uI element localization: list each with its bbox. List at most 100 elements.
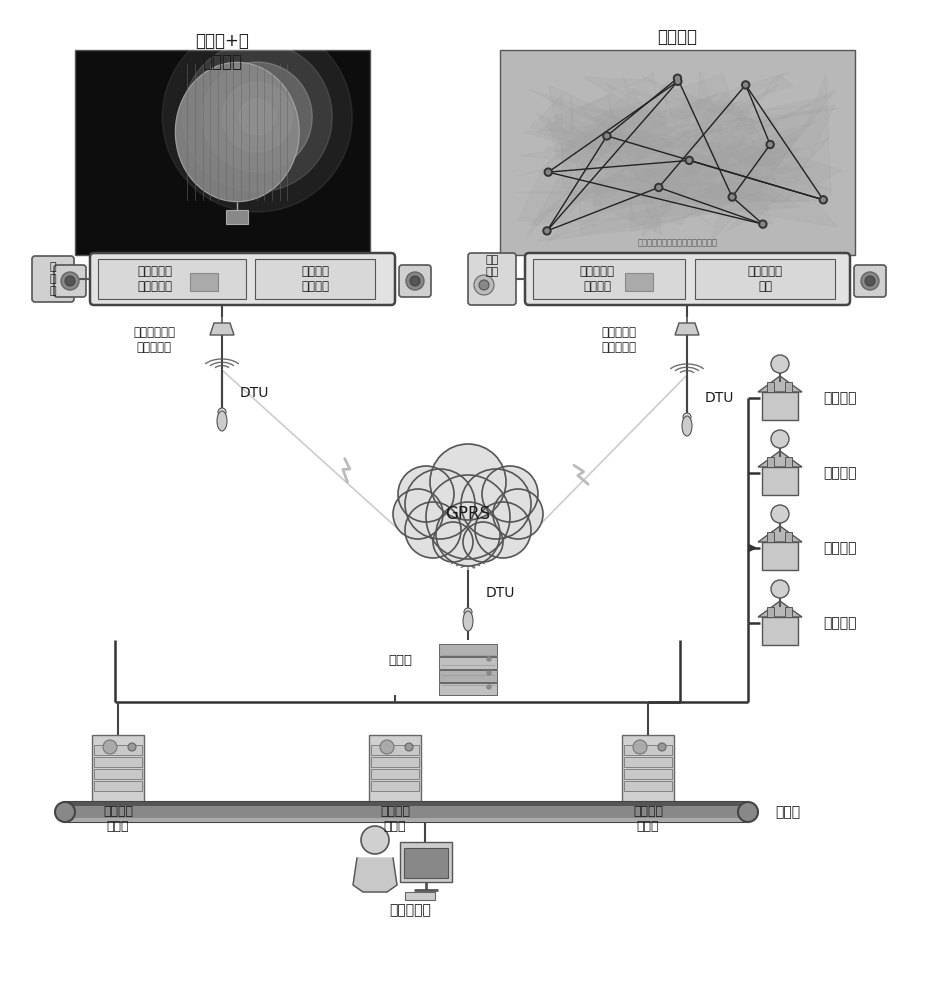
Circle shape xyxy=(730,195,735,199)
Circle shape xyxy=(769,142,772,146)
Text: 机群端导航
定位装置: 机群端导航 定位装置 xyxy=(580,265,615,293)
Text: 滑翔机端接收
机与发射机: 滑翔机端接收 机与发射机 xyxy=(133,326,175,354)
Circle shape xyxy=(544,168,553,176)
Circle shape xyxy=(819,196,827,204)
Circle shape xyxy=(430,444,506,520)
Circle shape xyxy=(479,280,489,290)
Bar xyxy=(767,607,774,617)
Bar xyxy=(785,532,792,542)
Circle shape xyxy=(433,522,473,562)
Circle shape xyxy=(487,685,491,689)
Circle shape xyxy=(461,469,531,539)
Bar xyxy=(624,769,672,779)
Circle shape xyxy=(493,489,543,539)
Polygon shape xyxy=(758,601,802,617)
Bar xyxy=(439,683,497,695)
Text: 机群端遥感
装置: 机群端遥感 装置 xyxy=(748,265,783,293)
Circle shape xyxy=(410,276,420,286)
Text: 国土部门: 国土部门 xyxy=(823,616,857,630)
Text: 农业部门: 农业部门 xyxy=(823,391,857,405)
Polygon shape xyxy=(520,77,801,227)
Circle shape xyxy=(683,413,691,421)
Bar xyxy=(785,457,792,467)
Bar xyxy=(533,259,685,299)
Bar xyxy=(622,735,674,803)
Text: 防火墙: 防火墙 xyxy=(388,654,412,666)
Bar xyxy=(762,467,798,495)
Circle shape xyxy=(675,76,680,80)
Bar xyxy=(94,769,142,779)
Circle shape xyxy=(103,740,117,754)
Polygon shape xyxy=(518,89,836,242)
Circle shape xyxy=(487,657,491,661)
Text: 机群端接收
机与发射机: 机群端接收 机与发射机 xyxy=(602,326,637,354)
Bar xyxy=(500,50,855,255)
Circle shape xyxy=(182,42,332,192)
Bar xyxy=(369,735,421,803)
Circle shape xyxy=(603,132,611,140)
Bar xyxy=(400,842,452,882)
Bar xyxy=(767,532,774,542)
Bar xyxy=(371,745,419,755)
FancyBboxPatch shape xyxy=(525,253,850,305)
Polygon shape xyxy=(517,93,835,240)
Circle shape xyxy=(464,608,472,616)
Bar xyxy=(98,259,246,299)
Text: 地面监控站: 地面监控站 xyxy=(389,903,431,917)
Circle shape xyxy=(771,355,789,373)
Circle shape xyxy=(65,276,75,286)
Polygon shape xyxy=(758,376,802,392)
Circle shape xyxy=(761,222,765,226)
Circle shape xyxy=(676,79,680,83)
Bar xyxy=(94,757,142,767)
Bar xyxy=(94,745,142,755)
Circle shape xyxy=(405,469,475,539)
Text: 滑翔机端导
航定位装置: 滑翔机端导 航定位装置 xyxy=(138,265,173,293)
Circle shape xyxy=(744,83,748,87)
FancyBboxPatch shape xyxy=(854,265,886,297)
Circle shape xyxy=(463,522,503,562)
Circle shape xyxy=(771,430,789,448)
Circle shape xyxy=(633,740,647,754)
Text: DTU: DTU xyxy=(240,386,270,400)
Bar xyxy=(405,892,435,900)
Bar xyxy=(767,457,774,467)
Bar xyxy=(65,802,748,822)
Circle shape xyxy=(426,475,510,559)
Ellipse shape xyxy=(217,411,227,431)
Text: GPRS: GPRS xyxy=(445,505,490,523)
Circle shape xyxy=(380,740,394,754)
Circle shape xyxy=(162,22,353,212)
Circle shape xyxy=(55,802,75,822)
Circle shape xyxy=(202,62,312,172)
Ellipse shape xyxy=(682,416,692,436)
Circle shape xyxy=(393,489,443,539)
FancyBboxPatch shape xyxy=(399,265,431,297)
Bar xyxy=(767,382,774,392)
Polygon shape xyxy=(524,74,824,241)
Circle shape xyxy=(656,185,661,189)
Circle shape xyxy=(686,156,693,164)
Polygon shape xyxy=(526,81,842,237)
Circle shape xyxy=(604,134,609,138)
Circle shape xyxy=(771,580,789,598)
Circle shape xyxy=(436,502,500,566)
Bar xyxy=(226,210,248,224)
Text: 大范围高分辨率协作遥感平台示意图: 大范围高分辨率协作遥感平台示意图 xyxy=(637,238,718,247)
Circle shape xyxy=(673,74,682,82)
Bar xyxy=(371,769,419,779)
Text: 浮空器+滑
翔无人机: 浮空器+滑 翔无人机 xyxy=(195,32,249,71)
Bar xyxy=(75,50,370,255)
Text: 气象部门: 气象部门 xyxy=(823,466,857,480)
Bar xyxy=(190,273,218,291)
Bar xyxy=(439,657,497,669)
Text: 多无人机: 多无人机 xyxy=(657,28,697,46)
Circle shape xyxy=(405,743,413,751)
Polygon shape xyxy=(210,323,234,335)
Circle shape xyxy=(475,502,531,558)
Circle shape xyxy=(240,99,275,135)
Polygon shape xyxy=(758,451,802,467)
Ellipse shape xyxy=(175,62,299,202)
Bar xyxy=(624,781,672,791)
Circle shape xyxy=(658,743,666,751)
